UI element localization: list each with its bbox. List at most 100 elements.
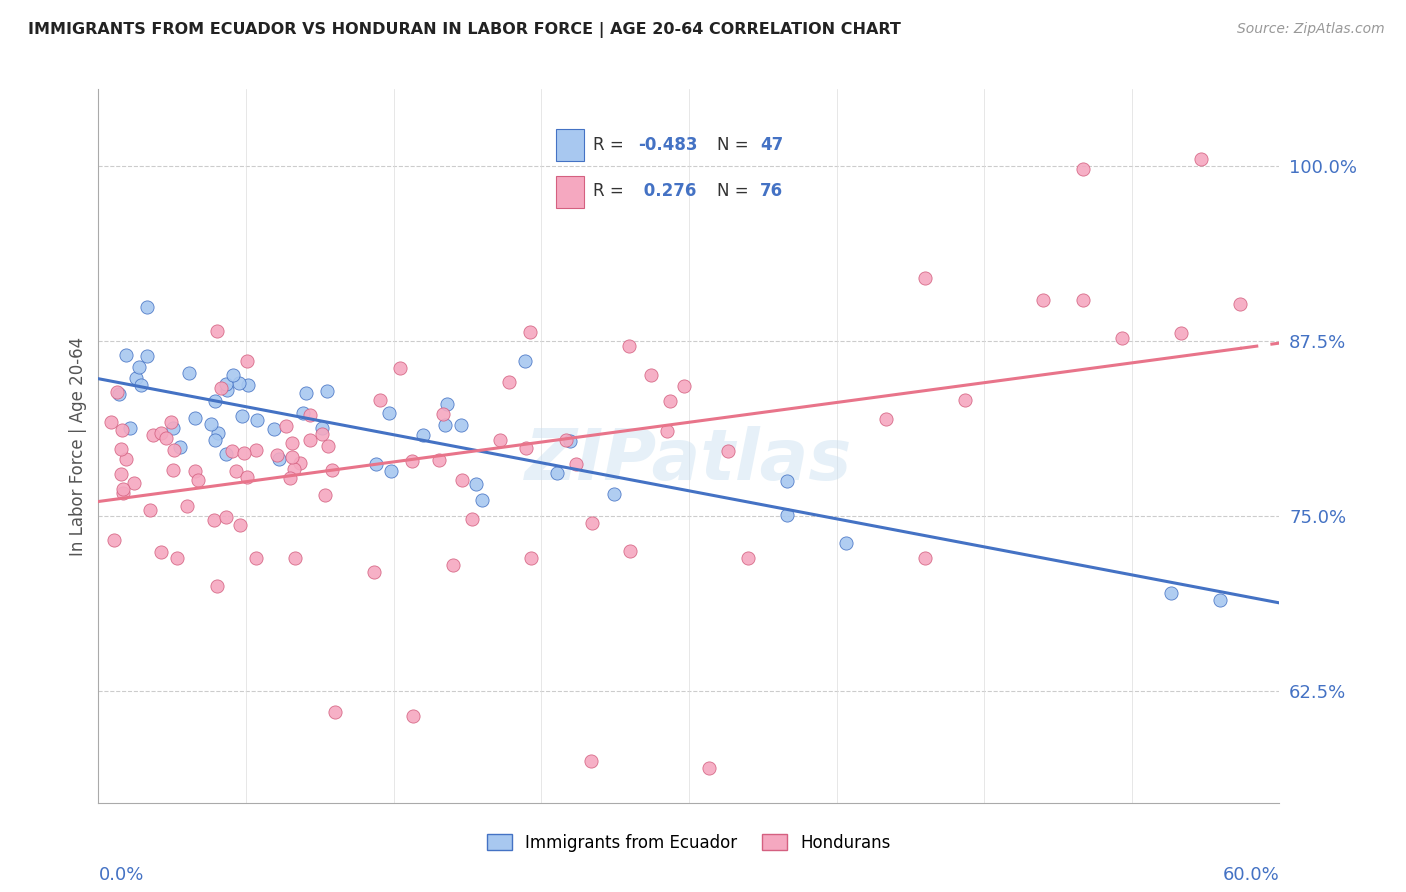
Point (115, 348, 138, 362)
Point (112, 482, 135, 496)
Text: 60.0%: 60.0% (1223, 866, 1279, 884)
Point (513, 354, 536, 368)
Point (281, 435, 304, 450)
Point (221, 444, 243, 458)
Text: 76: 76 (759, 182, 783, 200)
Point (432, 407, 454, 421)
Point (554, 433, 576, 447)
Text: IMMIGRANTS FROM ECUADOR VS HONDURAN IN LABOR FORCE | AGE 20-64 CORRELATION CHART: IMMIGRANTS FROM ECUADOR VS HONDURAN IN L… (28, 22, 901, 38)
Point (546, 466, 568, 480)
Point (236, 469, 259, 483)
Point (136, 349, 159, 363)
Point (222, 368, 245, 382)
Point (363, 565, 385, 579)
Point (214, 447, 236, 461)
Point (776, 474, 799, 488)
Point (263, 422, 285, 436)
Point (111, 423, 134, 437)
Point (1032, 293, 1054, 308)
Point (427, 453, 450, 467)
Point (1170, 326, 1192, 341)
Point (579, 754, 602, 768)
Point (214, 509, 236, 524)
Point (136, 300, 159, 314)
Point (672, 379, 695, 393)
Point (284, 550, 307, 565)
Text: ZIPatlas: ZIPatlas (526, 425, 852, 495)
Point (204, 433, 226, 447)
Point (207, 324, 229, 338)
Point (105, 384, 128, 399)
Point (110, 467, 132, 481)
Point (581, 516, 603, 531)
Point (565, 457, 588, 471)
Point (323, 705, 346, 719)
Point (200, 417, 222, 431)
Point (228, 376, 250, 390)
Point (315, 384, 337, 398)
Point (558, 434, 581, 449)
Point (402, 709, 425, 723)
Point (233, 445, 256, 459)
Point (290, 456, 312, 470)
Point (321, 463, 343, 477)
Point (377, 406, 399, 420)
Point (464, 476, 486, 491)
Point (314, 487, 336, 501)
Point (266, 448, 288, 462)
Point (245, 443, 267, 458)
Point (112, 486, 135, 500)
Point (229, 517, 252, 532)
Point (617, 338, 640, 352)
Point (205, 579, 228, 593)
Point (159, 415, 181, 429)
Point (640, 368, 662, 383)
Point (246, 413, 269, 427)
Point (697, 761, 720, 775)
Point (187, 473, 209, 487)
Point (953, 392, 976, 407)
Point (299, 433, 322, 447)
Point (1071, 293, 1094, 308)
Point (163, 442, 186, 457)
Point (283, 462, 305, 476)
Point (108, 387, 131, 401)
Point (291, 406, 314, 420)
Point (115, 452, 138, 467)
Point (214, 377, 236, 392)
Point (245, 550, 267, 565)
Point (914, 271, 936, 285)
Point (311, 421, 333, 435)
Point (316, 439, 339, 453)
Point (176, 499, 198, 513)
Point (155, 431, 177, 445)
Point (129, 377, 152, 392)
Point (441, 558, 464, 572)
Text: 0.0%: 0.0% (98, 866, 143, 884)
Bar (555, 176, 583, 208)
Point (914, 550, 936, 565)
Point (412, 427, 434, 442)
Point (401, 454, 423, 468)
Point (366, 457, 388, 471)
Point (125, 371, 148, 385)
Point (202, 513, 225, 527)
Point (110, 442, 132, 456)
Point (433, 417, 456, 432)
Point (149, 425, 172, 440)
Point (717, 444, 740, 458)
Text: N =: N = (717, 136, 749, 153)
Point (471, 493, 494, 508)
Point (184, 411, 207, 425)
Point (515, 442, 537, 456)
Point (436, 397, 458, 411)
Point (1160, 586, 1182, 600)
Point (520, 550, 543, 565)
Point (215, 383, 238, 397)
Point (236, 354, 259, 368)
Point (1189, 152, 1212, 166)
Text: N =: N = (717, 182, 749, 200)
Point (225, 464, 247, 478)
Point (498, 375, 520, 389)
Point (1071, 161, 1094, 176)
